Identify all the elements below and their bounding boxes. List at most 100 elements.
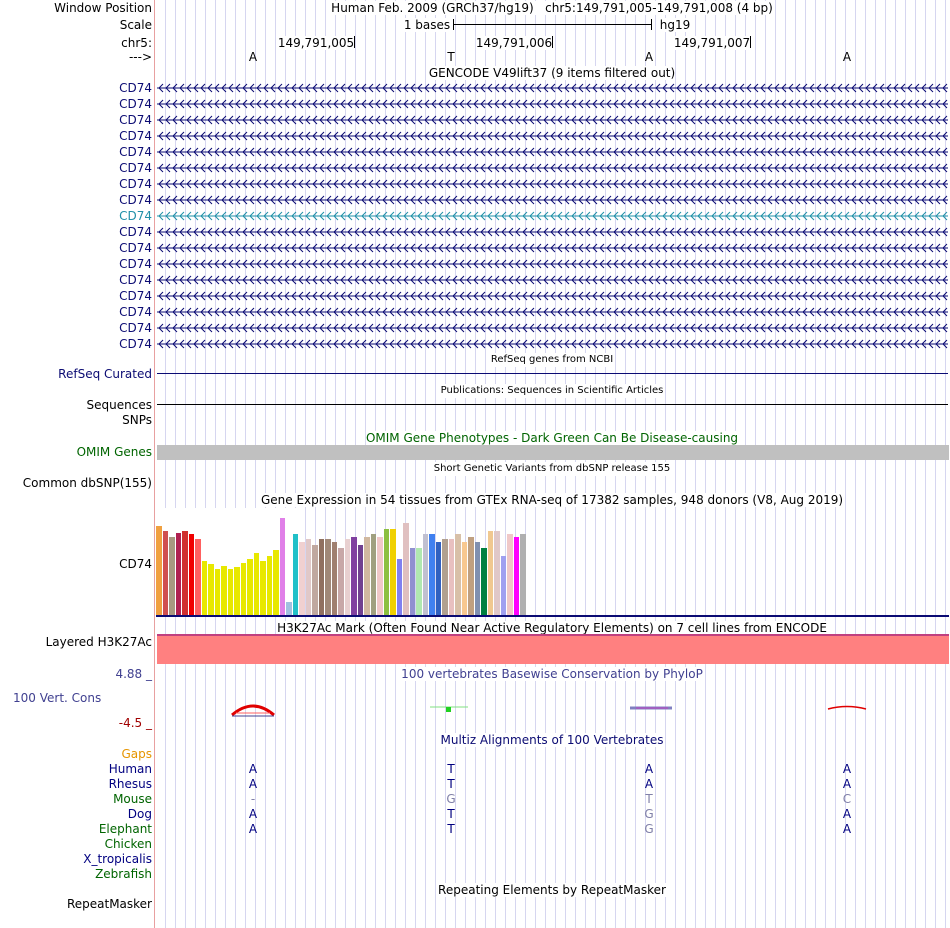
gtex-tissue-bar[interactable]: [507, 534, 513, 615]
gtex-tissue-bar[interactable]: [331, 542, 338, 615]
omim-title[interactable]: OMIM Gene Phenotypes - Dark Green Can Be…: [365, 431, 739, 445]
gtex-tissue-bar[interactable]: [344, 539, 351, 615]
gencode-transcript[interactable]: [157, 99, 948, 109]
gtex-tissue-bar[interactable]: [234, 567, 240, 615]
species-label[interactable]: Chicken: [104, 837, 152, 851]
gencode-transcript[interactable]: [157, 275, 948, 285]
gtex-title[interactable]: Gene Expression in 54 tissues from GTEx …: [260, 493, 844, 507]
gencode-gene-label[interactable]: CD74: [119, 289, 152, 303]
gtex-tissue-bar[interactable]: [461, 542, 468, 615]
gencode-gene-label[interactable]: CD74: [119, 193, 152, 207]
gencode-gene-label[interactable]: CD74: [119, 177, 152, 191]
gencode-transcript[interactable]: [157, 131, 948, 141]
gencode-transcript[interactable]: [157, 227, 948, 237]
gencode-transcript[interactable]: [157, 195, 948, 205]
gencode-transcript[interactable]: [157, 147, 948, 157]
gtex-tissue-bar[interactable]: [351, 537, 357, 615]
gtex-tissue-bar[interactable]: [487, 531, 494, 615]
species-label[interactable]: Elephant: [98, 822, 152, 836]
gencode-transcript[interactable]: [157, 323, 948, 333]
gtex-tissue-bar[interactable]: [214, 569, 221, 615]
omim-label[interactable]: OMIM Genes: [76, 445, 152, 459]
gtex-tissue-bar[interactable]: [520, 534, 526, 615]
gencode-transcript[interactable]: [157, 243, 948, 253]
gtex-tissue-bar[interactable]: [286, 602, 292, 615]
species-label[interactable]: Human: [108, 762, 152, 776]
species-label[interactable]: X_tropicalis: [83, 852, 152, 866]
dbsnp-title[interactable]: Short Genetic Variants from dbSNP releas…: [433, 462, 671, 476]
sequences-label[interactable]: Sequences: [86, 398, 152, 412]
h3k27ac-title[interactable]: H3K27Ac Mark (Often Found Near Active Re…: [277, 621, 827, 635]
gencode-gene-label[interactable]: CD74: [119, 305, 152, 319]
gencode-transcript[interactable]: [157, 339, 948, 349]
gtex-tissue-bar[interactable]: [357, 545, 364, 615]
gencode-transcript[interactable]: [157, 259, 948, 269]
gtex-tissue-bar[interactable]: [227, 569, 234, 615]
gtex-tissue-bar[interactable]: [266, 556, 273, 615]
refseq-gene-line[interactable]: [157, 373, 948, 374]
gencode-transcript[interactable]: [157, 115, 948, 125]
species-label[interactable]: Mouse: [113, 792, 152, 806]
repeatmasker-title[interactable]: Repeating Elements by RepeatMasker: [438, 883, 666, 897]
omim-gene-bar[interactable]: [157, 445, 949, 460]
gtex-tissue-bar[interactable]: [338, 548, 344, 615]
conservation-title[interactable]: 100 vertebrates Basewise Conservation by…: [401, 667, 703, 681]
gencode-gene-label[interactable]: CD74: [119, 257, 152, 271]
gtex-tissue-bar[interactable]: [416, 548, 422, 615]
gtex-tissue-bar[interactable]: [221, 566, 227, 615]
gtex-tissue-bar[interactable]: [468, 537, 474, 615]
h3k27ac-signal[interactable]: [157, 636, 949, 664]
publications-title[interactable]: Publications: Sequences in Scientific Ar…: [440, 384, 664, 398]
species-label[interactable]: Dog: [127, 807, 152, 821]
gtex-tissue-bar[interactable]: [325, 539, 331, 615]
gtex-tissue-bar[interactable]: [390, 529, 396, 615]
gencode-gene-label[interactable]: CD74: [119, 129, 152, 143]
gencode-gene-label[interactable]: CD74: [119, 145, 152, 159]
gtex-tissue-bar[interactable]: [305, 539, 312, 615]
snps-label[interactable]: SNPs: [122, 413, 152, 427]
gencode-gene-label[interactable]: CD74: [119, 81, 152, 95]
gtex-tissue-bar[interactable]: [318, 539, 325, 615]
gtex-tissue-bar[interactable]: [260, 561, 266, 615]
repeatmasker-label[interactable]: RepeatMasker: [66, 897, 152, 911]
gtex-tissue-bar[interactable]: [513, 537, 520, 615]
gencode-gene-label[interactable]: CD74: [119, 209, 152, 223]
gtex-tissue-bar[interactable]: [448, 539, 455, 615]
gencode-transcript[interactable]: [157, 179, 948, 189]
gtex-tissue-bar[interactable]: [455, 534, 461, 615]
gencode-transcript[interactable]: [157, 163, 948, 173]
multiz-title[interactable]: Multiz Alignments of 100 Vertebrates: [440, 733, 664, 747]
gencode-gene-label[interactable]: CD74: [119, 337, 152, 351]
gencode-gene-label[interactable]: CD74: [119, 161, 152, 175]
gtex-tissue-bar[interactable]: [377, 537, 383, 615]
gtex-tissue-bar[interactable]: [201, 561, 208, 615]
gtex-tissue-bar[interactable]: [279, 518, 286, 615]
species-label[interactable]: Zebrafish: [95, 867, 152, 881]
gtex-tissue-bar[interactable]: [494, 531, 500, 615]
gtex-tissue-bar[interactable]: [396, 559, 403, 615]
gencode-gene-label[interactable]: CD74: [119, 225, 152, 239]
gtex-tissue-bar[interactable]: [312, 545, 318, 615]
gaps-label[interactable]: Gaps: [121, 747, 152, 761]
gtex-tissue-bar[interactable]: [435, 542, 442, 615]
gtex-tissue-bar[interactable]: [240, 563, 247, 615]
window-position-text[interactable]: Human Feb. 2009 (GRCh37/hg19) chr5:149,7…: [331, 1, 773, 15]
gtex-tissue-bar[interactable]: [364, 537, 370, 615]
gtex-tissue-bar[interactable]: [383, 529, 390, 615]
gtex-tissue-bar[interactable]: [162, 531, 169, 615]
gtex-tissue-bar[interactable]: [442, 539, 448, 615]
gencode-transcript[interactable]: [157, 211, 948, 221]
gtex-tissue-bar[interactable]: [156, 526, 162, 615]
gtex-tissue-bar[interactable]: [195, 539, 201, 615]
dbsnp-label[interactable]: Common dbSNP(155): [22, 476, 152, 490]
gtex-tissue-bar[interactable]: [429, 534, 435, 615]
gtex-label[interactable]: CD74: [119, 557, 152, 571]
publications-sequence-line[interactable]: [157, 404, 948, 405]
gencode-gene-label[interactable]: CD74: [119, 321, 152, 335]
gencode-transcript[interactable]: [157, 291, 948, 301]
gtex-tissue-bar[interactable]: [292, 534, 299, 615]
refseq-label[interactable]: RefSeq Curated: [58, 367, 152, 381]
gencode-gene-label[interactable]: CD74: [119, 97, 152, 111]
gencode-gene-label[interactable]: CD74: [119, 113, 152, 127]
gtex-tissue-bar[interactable]: [422, 534, 429, 615]
